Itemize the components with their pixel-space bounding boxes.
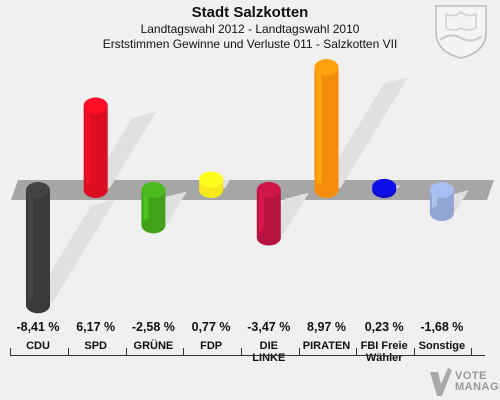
bar-top-cap [83, 97, 108, 114]
zero-band [11, 180, 494, 200]
category-label: SPD [84, 340, 107, 352]
axis-tick [67, 348, 69, 356]
axis-tick [183, 348, 185, 356]
logo-line-2: MANAGER [455, 381, 500, 393]
category-label: GRÜNE [133, 340, 174, 352]
bar-top-cap [314, 59, 339, 76]
coat-of-arms-icon [435, 5, 487, 59]
category-label: FDP [200, 340, 223, 352]
value-label: 6,17 % [76, 320, 116, 334]
bar-top-cap [256, 182, 281, 198]
value-label: -2,58 % [131, 320, 175, 334]
bar-highlight [143, 190, 149, 226]
bar-top-cap [429, 182, 454, 198]
logo-line-1: VOTE [455, 370, 487, 382]
axis-tick [470, 348, 472, 356]
value-label: 0,77 % [191, 320, 231, 334]
bar-highlight [85, 105, 91, 190]
value-label: -1,68 % [420, 320, 464, 334]
bar-shadow [316, 77, 409, 194]
bar-highlight [316, 67, 322, 190]
bar-bottom-cap [26, 297, 50, 314]
bar-highlight [258, 190, 264, 238]
axis-tick [240, 348, 242, 356]
bar-top-cap [26, 182, 50, 198]
axis-tick [298, 348, 300, 356]
category-label: PIRATEN [302, 340, 351, 352]
value-label: 8,97 % [307, 320, 346, 334]
bar-bottom-cap [83, 182, 108, 198]
bar-highlight [431, 190, 437, 214]
bar-top-cap [372, 178, 397, 195]
category-label: DIE LINKE [252, 340, 286, 364]
category-label: FBI Freie Wähler [360, 340, 408, 364]
axis-tick [414, 348, 416, 356]
value-label: -8,41 % [16, 320, 60, 334]
x-axis-line [10, 355, 485, 356]
category-label: CDU [26, 340, 50, 352]
bar-bottom-cap [314, 182, 339, 198]
bar-top-cap [141, 182, 166, 198]
chart-subtitle: Landtagswahl 2012 - Landtagswahl 2010 [140, 22, 360, 36]
bar-bottom-cap [141, 217, 166, 234]
category-label: Sonstige [418, 340, 466, 352]
axis-tick [10, 348, 12, 356]
chart-subtitle-2: Erststimmen Gewinne und Verluste 011 - S… [102, 37, 398, 51]
votemanager-logo-icon [430, 368, 452, 396]
value-label: 0,23 % [364, 320, 404, 334]
axis-tick [125, 348, 127, 356]
axis-tick [356, 348, 358, 356]
chart-title: Stadt Salzkotten [191, 4, 309, 21]
bar-bottom-cap [256, 229, 281, 246]
bar-bottom-cap [429, 205, 454, 222]
bar-highlight [28, 190, 33, 306]
value-label: -3,47 % [247, 320, 291, 334]
bar-top-cap [199, 171, 224, 188]
votemanager-logo-text: VOTE MANAGER [455, 371, 500, 393]
